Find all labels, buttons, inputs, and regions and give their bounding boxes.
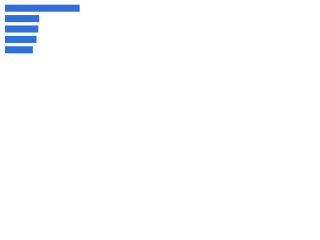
bar <box>5 46 33 54</box>
page: (() => { const data = JSON.parse(documen… <box>0 0 320 71</box>
chart <box>0 0 100 71</box>
bar <box>5 35 37 43</box>
bar <box>5 4 80 12</box>
background <box>0 0 100 71</box>
bar <box>5 25 39 33</box>
bar <box>5 15 40 23</box>
